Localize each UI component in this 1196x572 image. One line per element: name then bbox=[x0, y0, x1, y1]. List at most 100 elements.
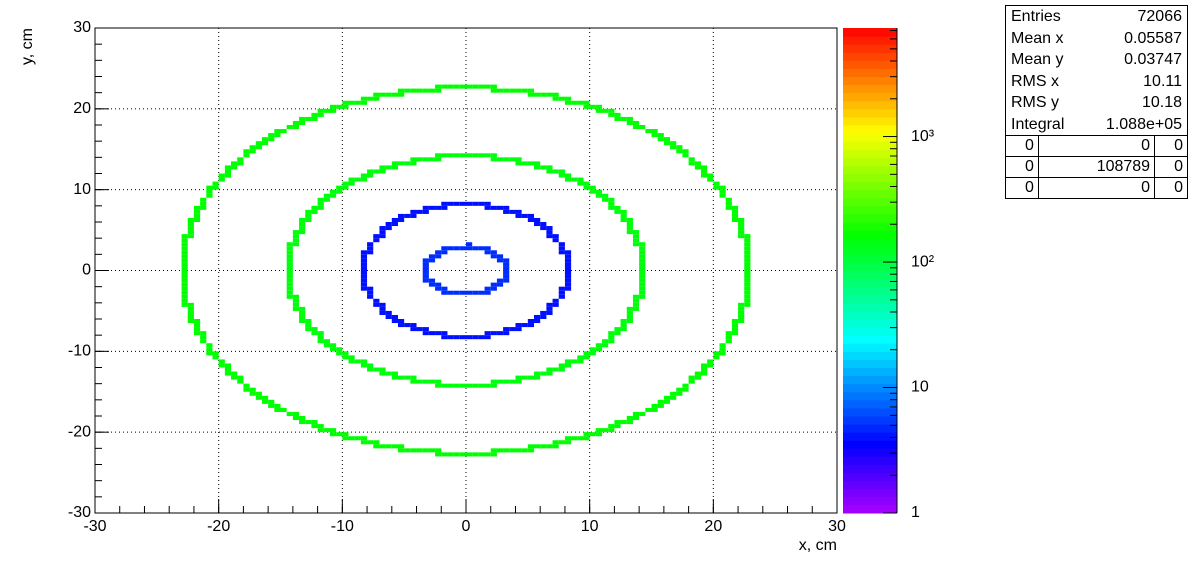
bin-cell bbox=[342, 181, 349, 186]
stats-key: Mean x bbox=[1011, 29, 1064, 47]
bin-cell bbox=[181, 262, 188, 267]
bin-cell bbox=[336, 351, 343, 356]
bin-cell bbox=[564, 440, 572, 445]
bin-cell bbox=[200, 197, 207, 202]
y-tick-label: -20 bbox=[68, 423, 91, 440]
bin-cell bbox=[243, 387, 250, 392]
bin-cell bbox=[577, 436, 584, 441]
bin-cell bbox=[682, 387, 689, 392]
bin-cell bbox=[360, 254, 368, 259]
bin-cell bbox=[657, 137, 664, 142]
bin-cell bbox=[422, 331, 429, 336]
bin-cell bbox=[515, 209, 522, 214]
bin-cell bbox=[719, 347, 726, 352]
bin-cell bbox=[292, 298, 300, 303]
bin-cell bbox=[534, 444, 541, 449]
bin-cell bbox=[700, 173, 708, 178]
bin-cell bbox=[490, 88, 497, 93]
bin-cell bbox=[496, 157, 504, 162]
bin-cell bbox=[564, 100, 572, 105]
bin-cell bbox=[509, 379, 516, 384]
bin-cell bbox=[632, 120, 640, 125]
bin-cell bbox=[441, 84, 448, 89]
color-bar-segment bbox=[843, 246, 897, 255]
bin-cell bbox=[410, 323, 417, 328]
bin-cell bbox=[515, 375, 522, 380]
bin-cell bbox=[571, 100, 578, 105]
bin-cell bbox=[410, 161, 417, 166]
bin-cell bbox=[546, 234, 553, 239]
stats-cell: 0 bbox=[1037, 135, 1156, 157]
bin-cell bbox=[391, 217, 398, 222]
bin-cell bbox=[540, 310, 547, 315]
bin-cell bbox=[416, 88, 423, 93]
bin-cell bbox=[435, 153, 442, 158]
bin-cell bbox=[249, 391, 256, 396]
bin-cell bbox=[181, 270, 188, 275]
bin-cell bbox=[632, 306, 640, 311]
bin-cell bbox=[540, 226, 547, 231]
bin-cell bbox=[181, 258, 188, 263]
bin-cell bbox=[620, 217, 627, 222]
bin-cell bbox=[490, 331, 497, 336]
bin-cell bbox=[200, 205, 207, 210]
bin-cell bbox=[379, 310, 386, 315]
bin-cell bbox=[725, 339, 732, 344]
color-bar-segment bbox=[843, 60, 897, 69]
bin-cell bbox=[404, 375, 411, 380]
color-bar-segment bbox=[843, 343, 897, 352]
bin-cell bbox=[484, 250, 491, 255]
bin-cell bbox=[206, 193, 213, 198]
bin-cell bbox=[305, 327, 312, 332]
bin-cell bbox=[435, 286, 442, 291]
bin-cell bbox=[292, 125, 300, 130]
color-bar-segment bbox=[843, 141, 897, 150]
bin-cell bbox=[558, 169, 565, 174]
bin-cell bbox=[379, 302, 386, 307]
bin-cell bbox=[694, 165, 701, 170]
bin-cell bbox=[700, 169, 708, 174]
bin-cell bbox=[614, 327, 621, 332]
bin-cell bbox=[738, 217, 745, 222]
bin-cell bbox=[626, 222, 633, 227]
stats-cell: 0 bbox=[1006, 156, 1039, 178]
bin-cell bbox=[286, 250, 293, 255]
bin-cell bbox=[503, 274, 510, 279]
bin-cell bbox=[614, 424, 621, 429]
bin-cell bbox=[564, 270, 572, 275]
bin-cell bbox=[490, 84, 497, 89]
bin-cell bbox=[428, 379, 436, 384]
bin-cell bbox=[744, 290, 751, 295]
bin-cell bbox=[397, 448, 405, 453]
color-bar-segment bbox=[843, 100, 897, 110]
bin-cell bbox=[744, 282, 751, 287]
bin-cell bbox=[367, 367, 374, 372]
bin-cell bbox=[713, 355, 720, 360]
bin-cell bbox=[620, 209, 627, 214]
bin-cell bbox=[552, 96, 559, 101]
bin-cell bbox=[367, 286, 374, 291]
bin-cell bbox=[608, 428, 615, 433]
bin-cell bbox=[484, 290, 491, 295]
bin-cell bbox=[738, 230, 745, 235]
bin-cell bbox=[187, 310, 194, 315]
stats-row: RMS y 10.18 bbox=[1006, 92, 1187, 114]
bin-cell bbox=[360, 278, 368, 283]
bin-cell bbox=[422, 209, 429, 214]
bin-cell bbox=[490, 254, 497, 259]
bin-cell bbox=[410, 375, 417, 380]
bin-cell bbox=[534, 165, 541, 170]
bin-cell bbox=[484, 286, 491, 291]
bin-cell bbox=[280, 407, 287, 412]
bin-cell bbox=[181, 282, 188, 287]
bin-cell bbox=[595, 108, 603, 113]
bin-cell bbox=[274, 407, 281, 412]
bin-cell bbox=[193, 213, 201, 218]
bin-cell bbox=[379, 165, 386, 170]
bin-cell bbox=[317, 331, 324, 336]
bin-cell bbox=[682, 149, 689, 154]
color-bar-segment bbox=[843, 189, 897, 199]
bin-cell bbox=[200, 331, 207, 336]
bin-cell bbox=[700, 367, 708, 372]
color-bar-segment bbox=[843, 76, 897, 86]
